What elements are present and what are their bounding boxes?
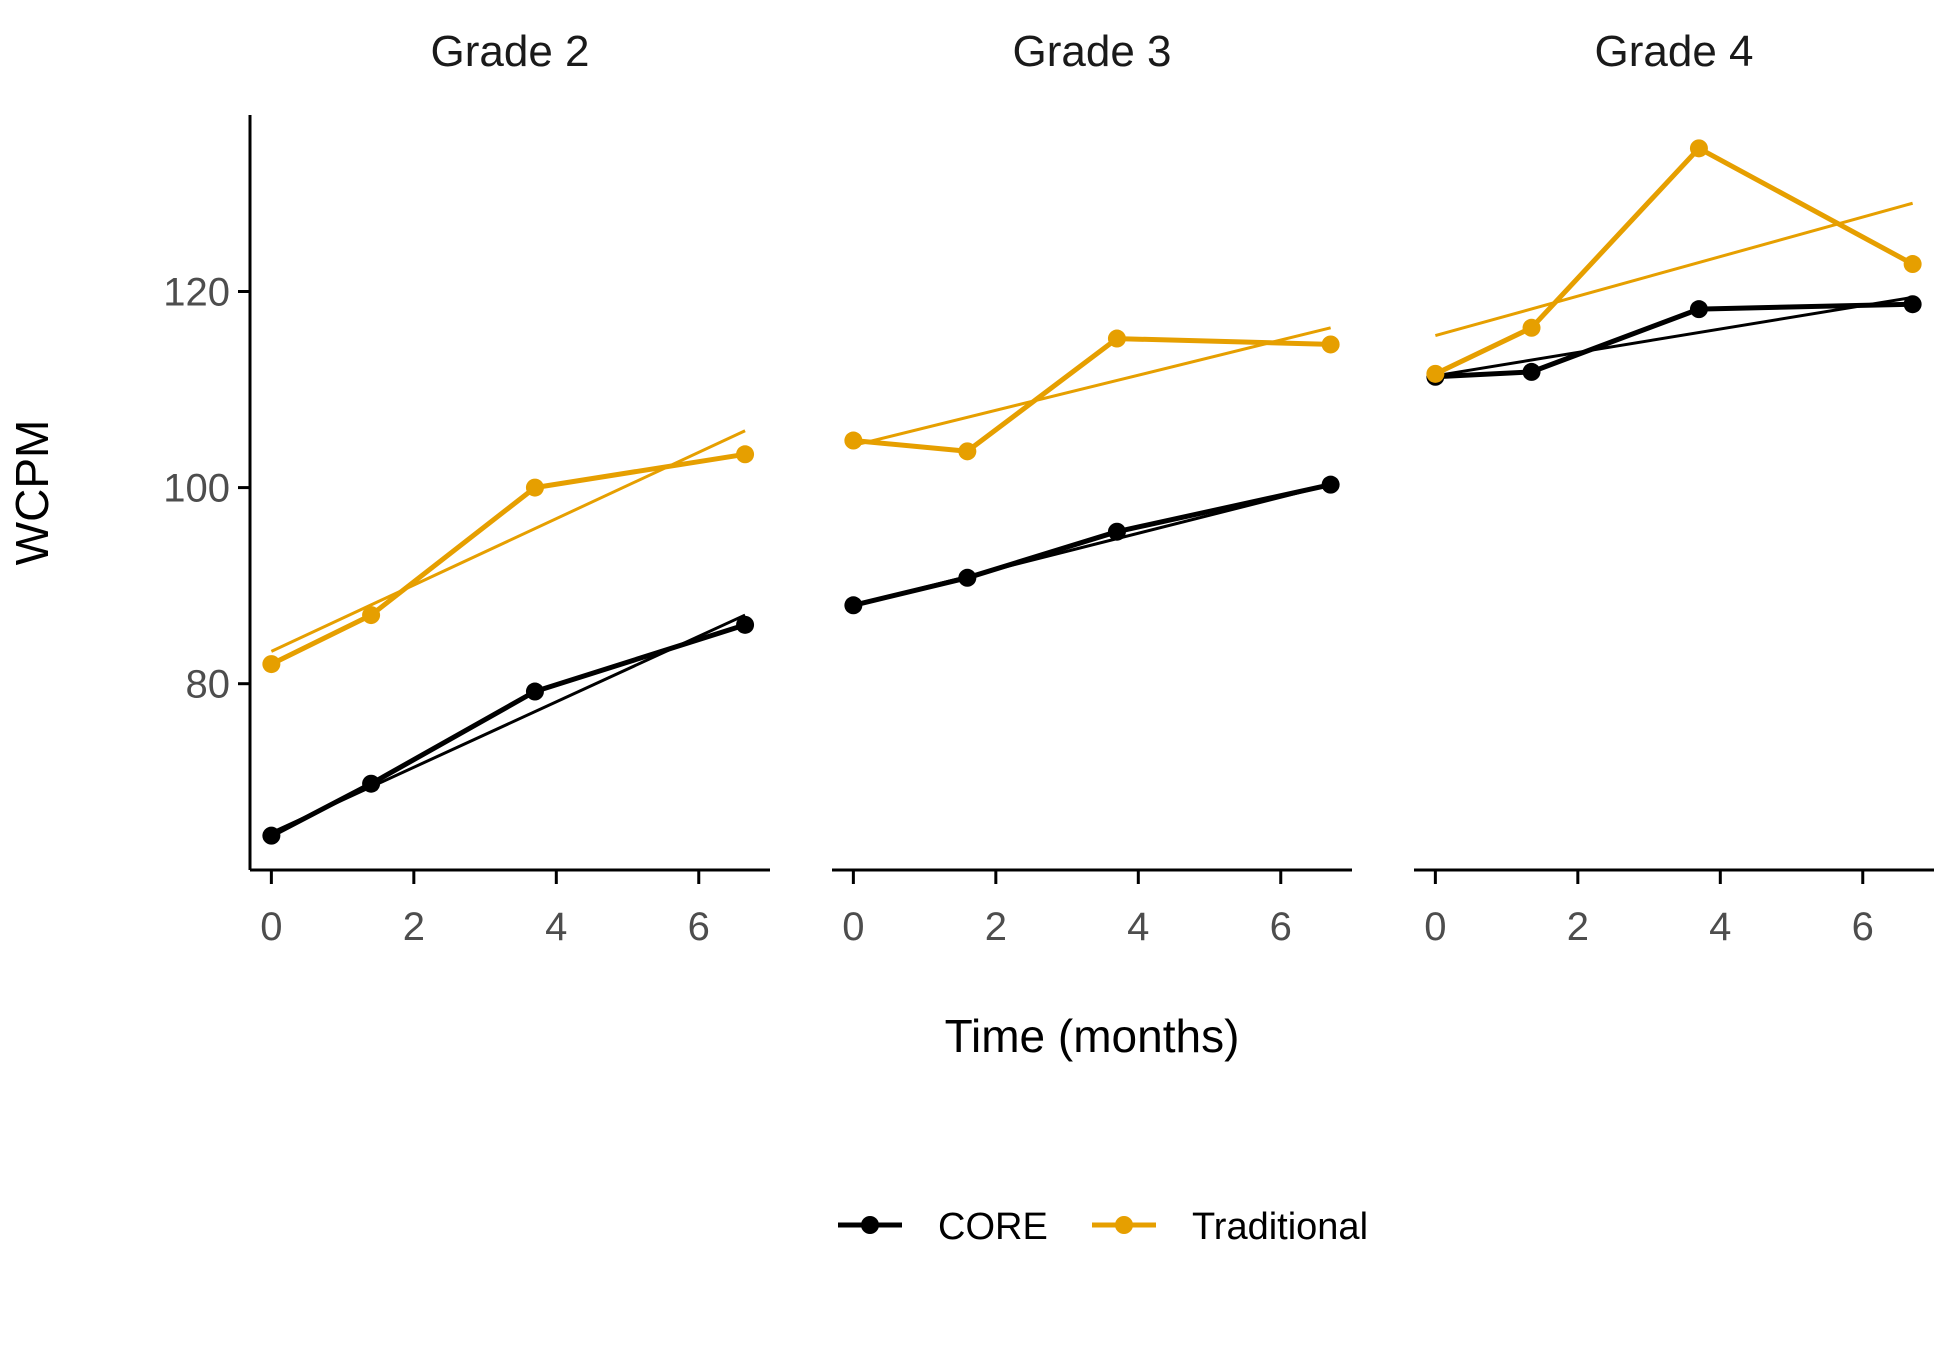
series-line-core: [1435, 301, 1913, 380]
series-line-core: [852, 482, 1332, 608]
data-point-traditional: [844, 431, 863, 450]
data-point-core: [1107, 522, 1126, 541]
data-point-core: [262, 826, 281, 845]
data-point-traditional: [1107, 329, 1126, 348]
data-point-core: [525, 682, 544, 701]
series-line-traditional: [853, 336, 1331, 454]
data-point-traditional: [525, 478, 544, 497]
facet-title: Grade 3: [1013, 27, 1172, 76]
x-axis-title: Time (months): [945, 1010, 1240, 1062]
y-tick-label: 120: [163, 270, 230, 314]
data-point-traditional: [1689, 139, 1708, 158]
legend-key-point-core: [861, 1216, 879, 1234]
x-tick-label: 0: [260, 905, 282, 949]
series-line-traditional: [1434, 145, 1914, 377]
fit-line-core: [1435, 295, 1913, 378]
legend-label-traditional: Traditional: [1192, 1206, 1368, 1248]
series-line-traditional: [270, 451, 746, 667]
data-point-traditional: [262, 655, 281, 674]
x-tick-label: 0: [1424, 905, 1446, 949]
data-point-core: [1321, 475, 1340, 494]
data-point-core: [1522, 362, 1541, 381]
series-line-core: [270, 622, 746, 838]
fit-line-traditional: [853, 326, 1331, 447]
data-point-traditional: [736, 445, 755, 464]
facet-title: Grade 2: [431, 27, 590, 76]
data-point-core: [958, 568, 977, 587]
fit-line-traditional: [1434, 201, 1914, 338]
legend-key-point-traditional: [1115, 1216, 1133, 1234]
data-point-core: [844, 596, 863, 615]
data-point-traditional: [958, 442, 977, 461]
data-point-traditional: [1426, 364, 1445, 383]
data-point-traditional: [1903, 255, 1922, 274]
x-tick-label: 4: [1127, 905, 1149, 949]
x-tick-label: 6: [1852, 905, 1874, 949]
y-axis-title: WCPM: [6, 420, 58, 566]
data-point-traditional: [1522, 318, 1541, 337]
x-tick-label: 6: [688, 905, 710, 949]
x-tick-label: 2: [403, 905, 425, 949]
legend-label-core: CORE: [938, 1206, 1048, 1248]
data-point-core: [736, 615, 755, 634]
x-tick-label: 2: [985, 905, 1007, 949]
y-tick-label: 80: [186, 663, 231, 707]
data-point-traditional: [1321, 335, 1340, 354]
facet-title: Grade 4: [1595, 27, 1754, 76]
x-tick-label: 4: [1709, 905, 1731, 949]
x-tick-label: 6: [1270, 905, 1292, 949]
data-point-traditional: [362, 606, 381, 625]
x-tick-label: 0: [842, 905, 864, 949]
x-tick-label: 4: [545, 905, 567, 949]
x-tick-label: 2: [1567, 905, 1589, 949]
y-tick-label: 100: [163, 467, 230, 511]
data-point-core: [1903, 295, 1922, 314]
data-point-core: [362, 774, 381, 793]
data-point-core: [1689, 300, 1708, 319]
